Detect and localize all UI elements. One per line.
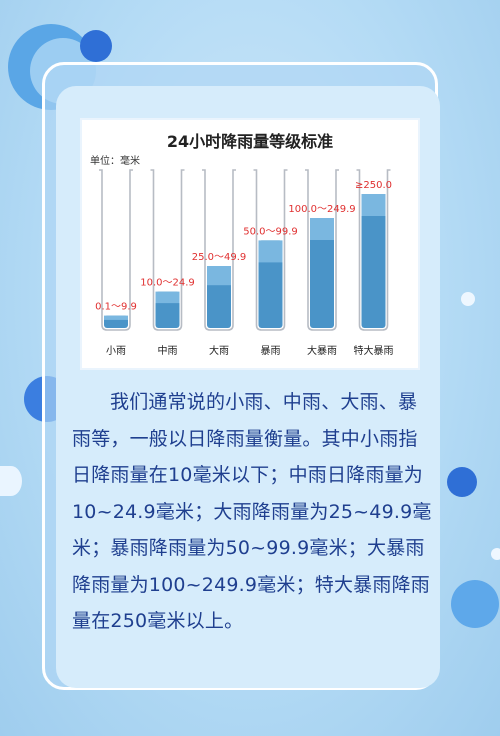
tube-outline-2 (202, 169, 236, 331)
chart-unit-label: 单位：毫米 (90, 156, 140, 167)
range-label-0: 0.1～9.9 (95, 302, 137, 313)
tube-outline-1 (150, 169, 185, 331)
category-label-1: 中雨 (158, 344, 178, 357)
range-label-3: 50.0～99.9 (243, 226, 298, 237)
decor-dot-right-white (491, 548, 500, 560)
bar-top-5 (361, 194, 386, 216)
decor-circle-small (80, 30, 112, 62)
bar-top-4 (310, 218, 334, 240)
range-label-1: 10.0～24.9 (140, 278, 195, 289)
bar-top-2 (207, 266, 231, 286)
chart-title: 24小时降雨量等级标准 (166, 132, 334, 151)
tube-outline-3 (253, 169, 288, 331)
bar-5 (361, 194, 386, 328)
category-label-4: 大暴雨 (307, 344, 337, 357)
tube-outline-0 (99, 169, 133, 331)
description-paragraph: 我们通常说的小雨、中雨、大雨、暴雨等，一般以日降雨量衡量。其中小雨指日降雨量在1… (72, 391, 432, 632)
category-label-2: 大雨 (209, 344, 229, 357)
category-label-0: 小雨 (106, 345, 126, 357)
decor-circle-left-white (0, 466, 22, 496)
decor-dot-white (461, 292, 475, 306)
rainfall-chart: 0.1～9.9 小雨 10.0～24.9 中雨 25.0～49.9 大雨 50.0～99.9… (95, 169, 394, 357)
bar-4 (310, 218, 334, 328)
bar-top-1 (155, 291, 180, 304)
decor-circle-right-light (451, 580, 499, 628)
bar-top-0 (104, 315, 128, 320)
bar-top-3 (258, 240, 283, 263)
range-label-2: 25.0～49.9 (192, 252, 247, 263)
decor-circle-right (447, 467, 477, 497)
tube-outline-5 (356, 169, 391, 331)
range-label-5: ≥250.0 (355, 180, 392, 191)
tube-outline-4 (305, 169, 339, 331)
category-label-5: 特大暴雨 (354, 344, 394, 357)
range-label-4: 100.0～249.9 (288, 204, 355, 215)
category-label-3: 暴雨 (261, 345, 281, 357)
